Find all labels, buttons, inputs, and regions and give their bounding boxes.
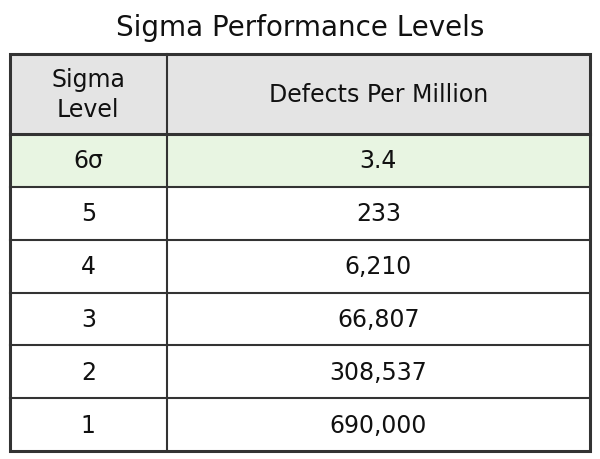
Text: Defects Per Million: Defects Per Million xyxy=(269,83,488,107)
Bar xyxy=(10,55,590,134)
Text: 2: 2 xyxy=(81,360,96,384)
Text: 3.4: 3.4 xyxy=(359,149,397,173)
Text: 4: 4 xyxy=(81,255,96,279)
Text: 233: 233 xyxy=(356,202,401,226)
Text: 690,000: 690,000 xyxy=(329,413,427,437)
Text: 66,807: 66,807 xyxy=(337,307,419,331)
Bar xyxy=(10,134,590,187)
Text: 5: 5 xyxy=(80,202,96,226)
Text: Sigma
Level: Sigma Level xyxy=(52,68,125,122)
Text: 308,537: 308,537 xyxy=(329,360,427,384)
Bar xyxy=(10,55,590,451)
Text: 6σ: 6σ xyxy=(73,149,103,173)
Text: Sigma Performance Levels: Sigma Performance Levels xyxy=(116,14,484,42)
Text: 6,210: 6,210 xyxy=(344,255,412,279)
Text: 1: 1 xyxy=(81,413,96,437)
Text: 3: 3 xyxy=(81,307,96,331)
